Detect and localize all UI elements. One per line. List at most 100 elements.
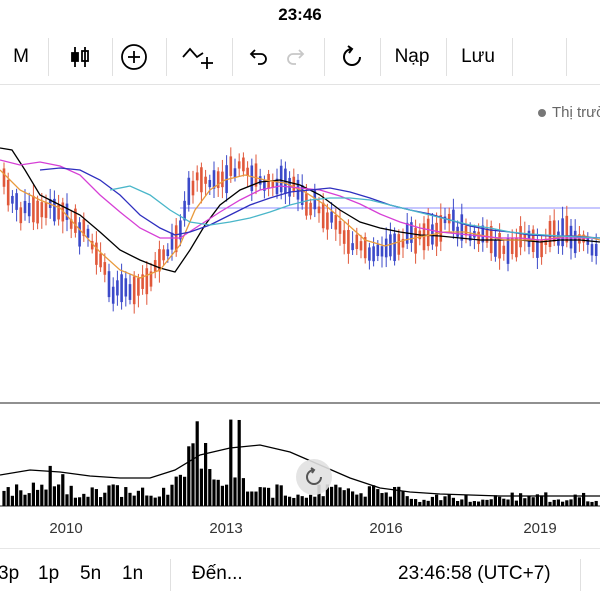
volume-bar — [435, 494, 439, 506]
candle-body — [515, 237, 518, 258]
candle-style-icon[interactable] — [58, 30, 102, 84]
candle-body — [271, 181, 275, 188]
candle-body — [82, 219, 86, 237]
volume-bar — [531, 497, 535, 506]
volume-bar — [397, 486, 401, 506]
range-button-1n[interactable]: 1n — [122, 563, 144, 584]
candle-body — [590, 244, 594, 256]
volume-bar — [523, 498, 527, 506]
candle-body — [443, 216, 447, 224]
candle-body — [254, 163, 258, 187]
volume-bar — [258, 487, 262, 506]
candle-body — [552, 220, 556, 242]
candle-body — [216, 171, 220, 189]
candle-body — [57, 204, 60, 220]
candle-body — [359, 241, 363, 251]
range-button-3p[interactable]: 3p — [0, 563, 20, 584]
market-status-text: Thị trườ — [551, 104, 600, 121]
volume-bar — [359, 493, 363, 506]
range-button-5n[interactable]: 5n — [80, 563, 102, 584]
candle-body — [355, 234, 359, 250]
candle-body — [347, 229, 350, 254]
volume-bar — [510, 492, 514, 506]
candle-body — [536, 239, 539, 258]
reset-chart-button[interactable] — [296, 459, 332, 495]
compare-symbol-icon[interactable] — [176, 30, 220, 84]
volume-bar — [447, 494, 451, 506]
volume-bar — [19, 490, 23, 506]
volume-bar — [342, 490, 346, 506]
moving-averages — [0, 147, 600, 497]
toolbar-divider — [166, 38, 167, 76]
candle-body — [19, 207, 23, 224]
volume-bar — [468, 501, 472, 506]
candle-body — [195, 172, 199, 181]
candle-body — [410, 222, 413, 243]
candle-body — [233, 168, 237, 178]
volume-bar — [99, 497, 103, 506]
save-layout-button[interactable]: Lưu — [461, 46, 495, 67]
redo-icon[interactable] — [280, 30, 314, 84]
candle-body — [99, 253, 102, 268]
volume-bar — [149, 495, 153, 506]
volume-bar — [225, 484, 229, 506]
candle-body — [372, 246, 375, 262]
candle-body — [498, 232, 501, 259]
volume-bar — [136, 490, 140, 506]
volume-bar — [472, 501, 476, 506]
volume-bar — [82, 493, 86, 506]
volume-bar — [262, 487, 266, 506]
candle-body — [183, 200, 186, 221]
candle-body — [141, 274, 144, 289]
x-axis-label: 2016 — [369, 520, 403, 537]
volume-bar — [166, 494, 170, 506]
candle-body — [393, 233, 396, 262]
add-indicator-icon[interactable] — [114, 30, 154, 84]
volume-bar — [52, 486, 56, 506]
volume-bar — [594, 500, 598, 506]
volume-bar — [120, 496, 124, 506]
volume-bar — [115, 485, 119, 506]
undo-icon[interactable] — [240, 30, 274, 84]
candle-body — [502, 245, 506, 254]
load-layout-button[interactable]: Nạp — [394, 46, 430, 67]
volume-bar — [174, 476, 178, 506]
candle-body — [380, 246, 384, 257]
volume-bar — [300, 496, 304, 506]
x-axis-label: 2019 — [523, 520, 557, 537]
volume-bar — [153, 497, 157, 506]
volume-bar — [334, 484, 338, 506]
range-button-1p[interactable]: 1p — [38, 563, 60, 584]
volume-bar — [40, 484, 44, 506]
volume-bar — [275, 484, 279, 506]
candle-body — [32, 195, 35, 223]
volume-bar — [477, 501, 481, 506]
candle-body — [128, 284, 132, 300]
toolbar-divider — [48, 38, 49, 76]
goto-date-button[interactable]: Đến... — [192, 563, 243, 584]
volume-bar — [208, 469, 212, 506]
interval-button[interactable]: M — [13, 46, 29, 67]
candle-body — [149, 271, 153, 287]
candle-body — [69, 219, 73, 229]
clock-timezone[interactable]: 23:46:58 (UTC+7) — [398, 563, 551, 584]
candle-body — [351, 243, 354, 251]
volume-bar — [577, 497, 581, 506]
volume-bar — [439, 500, 443, 506]
candle-body — [90, 240, 94, 250]
candle-body — [11, 195, 14, 204]
candle-body — [179, 220, 182, 240]
volume-bar — [355, 494, 359, 506]
volume-bars — [2, 419, 598, 506]
candle-body — [485, 228, 489, 243]
volume-bar — [283, 495, 287, 506]
volume-bar — [451, 497, 455, 506]
reload-icon[interactable] — [334, 30, 370, 84]
candle-body — [78, 222, 81, 247]
price-chart[interactable] — [0, 85, 600, 515]
volume-bar — [565, 500, 569, 506]
volume-bar — [489, 499, 493, 506]
candle-body — [111, 286, 115, 304]
chart-toolbar: M Nạp Lưu — [0, 30, 600, 85]
x-axis-label: 2010 — [49, 520, 83, 537]
